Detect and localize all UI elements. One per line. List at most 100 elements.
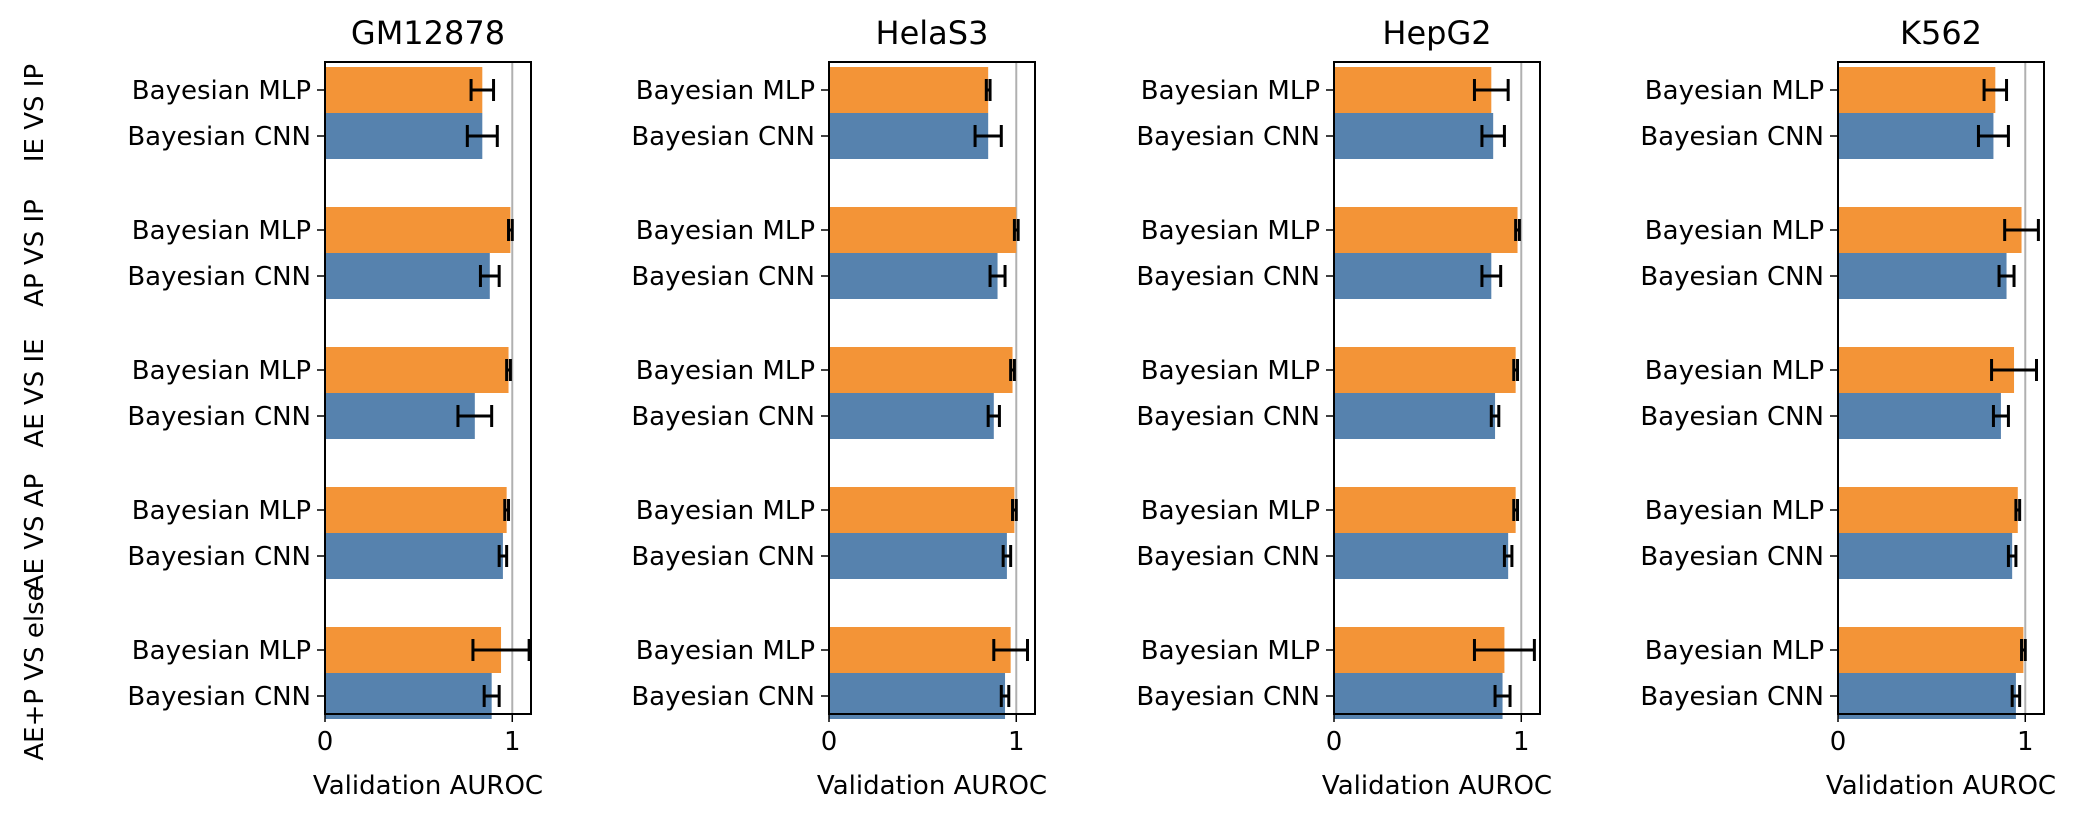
x-tick-label-hepg2-1: 1 [1513,727,1530,757]
bar-gm12878-ie-vs-ip-bayesian-cnn [325,113,483,159]
axes-frame-helas3 [828,61,1036,715]
y-tick-label-gm12878-ae-vs-ie-bayesian-cnn: Bayesian CNN [127,402,311,432]
y-tick-label-gm12878-ae-vs-ap-bayesian-mlp: Bayesian MLP [132,496,311,526]
axes-frame-gm12878 [324,61,532,715]
bar-gm12878-ae-p-vs-else-bayesian-cnn [325,673,492,719]
panel-title-k562: K562 [1900,14,1982,52]
bar-k562-ae-vs-ie-bayesian-cnn [1838,393,2001,439]
bar-helas3-ae-vs-ie-bayesian-cnn [829,393,994,439]
y-tick-label-hepg2-ap-vs-ip-bayesian-mlp: Bayesian MLP [1141,216,1320,246]
x-tick-label-hepg2-0: 0 [1326,727,1343,757]
y-tick-label-hepg2-ae-p-vs-else-bayesian-cnn: Bayesian CNN [1136,682,1320,712]
bar-k562-ap-vs-ip-bayesian-mlp [1838,207,2022,253]
bar-hepg2-ae-vs-ie-bayesian-mlp [1334,347,1516,393]
bar-gm12878-ap-vs-ip-bayesian-mlp [325,207,511,253]
y-tick-label-hepg2-ae-vs-ap-bayesian-mlp: Bayesian MLP [1141,496,1320,526]
y-tick-label-helas3-ae-p-vs-else-bayesian-mlp: Bayesian MLP [636,636,815,666]
y-tick-label-gm12878-ae-p-vs-else-bayesian-mlp: Bayesian MLP [132,636,311,666]
y-tick-label-helas3-ae-vs-ap-bayesian-mlp: Bayesian MLP [636,496,815,526]
bar-k562-ie-vs-ip-bayesian-cnn [1838,113,1994,159]
y-tick-label-helas3-ae-vs-ap-bayesian-cnn: Bayesian CNN [631,542,815,572]
bar-helas3-ae-vs-ap-bayesian-mlp [829,487,1015,533]
y-tick-label-hepg2-ae-p-vs-else-bayesian-mlp: Bayesian MLP [1141,636,1320,666]
bar-k562-ap-vs-ip-bayesian-cnn [1838,253,2007,299]
y-tick-label-helas3-ae-p-vs-else-bayesian-cnn: Bayesian CNN [631,682,815,712]
y-tick-label-hepg2-ae-vs-ie-bayesian-mlp: Bayesian MLP [1141,356,1320,386]
y-tick-label-hepg2-ie-vs-ip-bayesian-mlp: Bayesian MLP [1141,76,1320,106]
y-tick-label-gm12878-ie-vs-ip-bayesian-mlp: Bayesian MLP [132,76,311,106]
y-tick-label-gm12878-ae-p-vs-else-bayesian-cnn: Bayesian CNN [127,682,311,712]
row-group-label-ae-vs-ap: AE VS AP [20,474,50,593]
bar-k562-ae-vs-ie-bayesian-mlp [1838,347,2015,393]
y-tick-label-helas3-ap-vs-ip-bayesian-mlp: Bayesian MLP [636,216,815,246]
bar-k562-ae-p-vs-else-bayesian-cnn [1838,673,2016,719]
bar-helas3-ae-p-vs-else-bayesian-cnn [829,673,1006,719]
y-tick-label-helas3-ae-vs-ie-bayesian-cnn: Bayesian CNN [631,402,815,432]
y-tick-label-helas3-ie-vs-ip-bayesian-mlp: Bayesian MLP [636,76,815,106]
axes-frame-hepg2 [1333,61,1541,715]
bar-gm12878-ie-vs-ip-bayesian-mlp [325,67,483,113]
row-group-label-ae-vs-ie: AE VS IE [20,338,50,447]
bar-k562-ae-vs-ap-bayesian-cnn [1838,533,2013,579]
y-tick-label-helas3-ae-vs-ie-bayesian-mlp: Bayesian MLP [636,356,815,386]
bar-hepg2-ap-vs-ip-bayesian-mlp [1334,207,1518,253]
axes-frame-k562 [1837,61,2045,715]
bar-helas3-ie-vs-ip-bayesian-cnn [829,113,989,159]
bar-helas3-ap-vs-ip-bayesian-cnn [829,253,998,299]
bar-helas3-ae-vs-ap-bayesian-cnn [829,533,1007,579]
bar-k562-ae-vs-ap-bayesian-mlp [1838,487,2018,533]
x-tick-label-helas3-1: 1 [1008,727,1025,757]
y-tick-label-gm12878-ap-vs-ip-bayesian-cnn: Bayesian CNN [127,262,311,292]
y-tick-label-gm12878-ie-vs-ip-bayesian-cnn: Bayesian CNN [127,122,311,152]
bar-gm12878-ae-vs-ie-bayesian-mlp [325,347,509,393]
row-group-label-ap-vs-ip: AP VS IP [20,199,50,307]
y-tick-label-gm12878-ap-vs-ip-bayesian-mlp: Bayesian MLP [132,216,311,246]
x-tick-label-k562-0: 0 [1830,727,1847,757]
row-group-label-ie-vs-ip: IE VS IP [20,64,50,162]
y-tick-label-k562-ae-p-vs-else-bayesian-mlp: Bayesian MLP [1645,636,1824,666]
y-tick-label-k562-ae-vs-ap-bayesian-cnn: Bayesian CNN [1640,542,1824,572]
bar-gm12878-ae-vs-ap-bayesian-mlp [325,487,507,533]
y-tick-label-helas3-ap-vs-ip-bayesian-cnn: Bayesian CNN [631,262,815,292]
y-tick-label-k562-ap-vs-ip-bayesian-cnn: Bayesian CNN [1640,262,1824,292]
bar-k562-ae-p-vs-else-bayesian-mlp [1838,627,2024,673]
bar-k562-ie-vs-ip-bayesian-mlp [1838,67,1996,113]
y-tick-label-helas3-ie-vs-ip-bayesian-cnn: Bayesian CNN [631,122,815,152]
bar-helas3-ae-p-vs-else-bayesian-mlp [829,627,1011,673]
bar-hepg2-ae-p-vs-else-bayesian-cnn [1334,673,1503,719]
y-tick-label-k562-ie-vs-ip-bayesian-mlp: Bayesian MLP [1645,76,1824,106]
bar-helas3-ie-vs-ip-bayesian-mlp [829,67,989,113]
panel-title-gm12878: GM12878 [351,14,505,52]
y-tick-label-hepg2-ae-vs-ie-bayesian-cnn: Bayesian CNN [1136,402,1320,432]
x-tick-label-helas3-0: 0 [821,727,838,757]
y-tick-label-k562-ae-vs-ap-bayesian-mlp: Bayesian MLP [1645,496,1824,526]
y-tick-label-hepg2-ae-vs-ap-bayesian-cnn: Bayesian CNN [1136,542,1320,572]
bar-hepg2-ie-vs-ip-bayesian-mlp [1334,67,1492,113]
x-tick-label-gm12878-0: 0 [317,727,334,757]
panel-title-hepg2: HepG2 [1382,14,1491,52]
bar-hepg2-ae-vs-ap-bayesian-mlp [1334,487,1516,533]
y-tick-label-k562-ae-p-vs-else-bayesian-cnn: Bayesian CNN [1640,682,1824,712]
bar-hepg2-ap-vs-ip-bayesian-cnn [1334,253,1492,299]
x-axis-label-hepg2: Validation AUROC [1322,771,1552,801]
bar-hepg2-ae-vs-ie-bayesian-cnn [1334,393,1496,439]
x-tick-label-gm12878-1: 1 [504,727,521,757]
bar-helas3-ae-vs-ie-bayesian-mlp [829,347,1013,393]
x-axis-label-k562: Validation AUROC [1826,771,2056,801]
bar-hepg2-ae-vs-ap-bayesian-cnn [1334,533,1509,579]
y-tick-label-k562-ie-vs-ip-bayesian-cnn: Bayesian CNN [1640,122,1824,152]
bar-gm12878-ae-vs-ie-bayesian-cnn [325,393,475,439]
x-tick-label-k562-1: 1 [2017,727,2034,757]
bar-gm12878-ae-vs-ap-bayesian-cnn [325,533,503,579]
y-tick-label-hepg2-ap-vs-ip-bayesian-cnn: Bayesian CNN [1136,262,1320,292]
y-tick-label-gm12878-ae-vs-ap-bayesian-cnn: Bayesian CNN [127,542,311,572]
x-axis-label-gm12878: Validation AUROC [313,771,543,801]
bar-gm12878-ap-vs-ip-bayesian-cnn [325,253,490,299]
y-tick-label-gm12878-ae-vs-ie-bayesian-mlp: Bayesian MLP [132,356,311,386]
bar-helas3-ap-vs-ip-bayesian-mlp [829,207,1017,253]
row-group-label-ae-p-vs-else: AE+P VS else [20,585,50,760]
panel-title-helas3: HelaS3 [876,14,989,52]
bar-hepg2-ie-vs-ip-bayesian-cnn [1334,113,1494,159]
